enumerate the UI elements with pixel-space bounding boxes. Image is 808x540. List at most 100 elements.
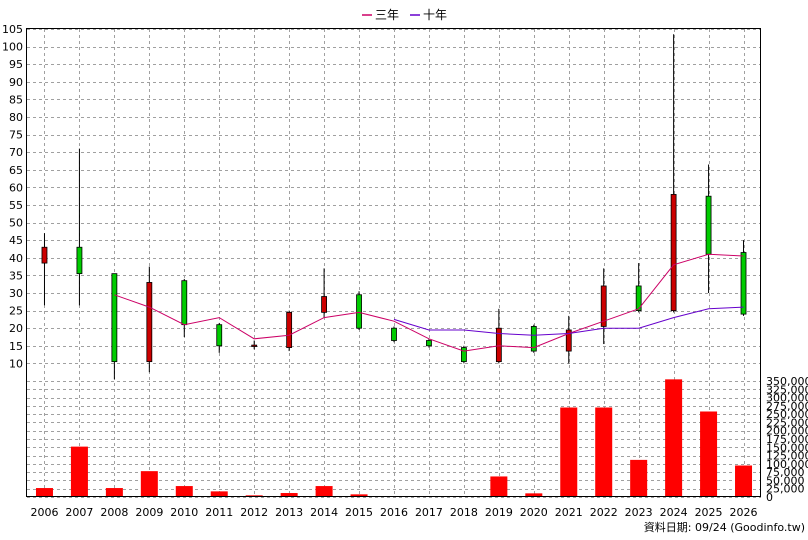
volume-bar	[350, 494, 368, 497]
price-tick-label: 30	[9, 287, 23, 300]
volume-tick-label: 250,000	[766, 408, 808, 421]
year-tick-label: 2015	[345, 506, 373, 519]
year-tick-label: 2010	[170, 506, 198, 519]
price-tick-label: 100	[2, 41, 23, 54]
year-tick-label: 2009	[135, 506, 163, 519]
candle-body	[530, 326, 537, 352]
volume-bar	[525, 493, 543, 497]
price-tick-label: 80	[9, 111, 23, 124]
volume-tick-label: 50,000	[766, 474, 805, 487]
volume-tick-label: 200,000	[766, 425, 808, 438]
legend-label-10yr: 十年	[423, 8, 447, 22]
candle-body	[600, 285, 607, 327]
price-tick-label: 75	[9, 129, 23, 142]
candle-body	[635, 285, 642, 311]
year-tick-label: 2026	[730, 506, 758, 519]
volume-axis: 025,00050,00075,000100,000125,000150,000…	[766, 375, 808, 504]
candle-body	[146, 282, 153, 363]
year-tick-label: 2011	[205, 506, 233, 519]
year-tick-label: 2022	[590, 506, 618, 519]
volume-bar	[35, 488, 53, 497]
candle-body	[356, 294, 362, 329]
price-tick-label: 95	[9, 58, 23, 71]
volume-bars	[35, 379, 753, 497]
candle-body	[705, 195, 712, 255]
candle-body	[41, 246, 48, 264]
year-tick-label: 2008	[100, 506, 128, 519]
plot-frame	[26, 28, 761, 497]
candle-body	[111, 273, 118, 363]
year-tick-label: 2019	[485, 506, 513, 519]
price-tick-label: 20	[9, 322, 23, 335]
moving-average-lines	[114, 253, 744, 352]
price-tick-label: 40	[9, 252, 23, 265]
volume-bar	[665, 379, 683, 497]
grid	[27, 29, 761, 498]
candle-body	[391, 327, 397, 341]
price-tick-label: 45	[9, 234, 23, 247]
legend-label-3yr: 三年	[375, 8, 399, 22]
price-tick-label: 25	[9, 305, 23, 318]
volume-bar	[140, 471, 158, 497]
data-date-footer: 資料日期: 09/24 (Goodinfo.tw)	[644, 520, 805, 534]
year-tick-label: 2006	[30, 506, 58, 519]
price-tick-label: 55	[9, 199, 23, 212]
candle-body	[216, 324, 223, 347]
candle-body	[181, 280, 188, 326]
price-tick-label: 35	[9, 269, 23, 282]
ma-line	[393, 306, 744, 336]
volume-bar	[630, 459, 648, 497]
volume-bar	[700, 411, 718, 497]
volume-bar	[280, 493, 298, 497]
volume-tick-label: 75,000	[766, 466, 805, 479]
price-tick-label: 15	[9, 340, 23, 353]
price-tick-label: 70	[9, 146, 23, 159]
volume-bar	[105, 488, 123, 497]
volume-bar	[490, 476, 508, 497]
volume-tick-label: 300,000	[766, 392, 808, 405]
candle-body	[251, 344, 258, 347]
price-tick-label: 85	[9, 93, 23, 106]
candle-body	[76, 246, 83, 275]
volume-tick-label: 0	[766, 491, 773, 504]
volume-tick-label: 275,000	[766, 400, 808, 413]
volume-tick-label: 225,000	[766, 416, 808, 429]
volume-tick-label: 25,000	[766, 483, 805, 496]
price-tick-label: 65	[9, 164, 23, 177]
year-tick-label: 2024	[660, 506, 688, 519]
ma-line	[114, 253, 744, 352]
candle-body	[565, 329, 572, 352]
volume-tick-label: 175,000	[766, 433, 808, 446]
volume-tick-label: 350,000	[766, 375, 808, 388]
volume-bar	[70, 446, 88, 497]
volume-bar	[595, 407, 613, 497]
volume-bar	[735, 465, 753, 497]
year-tick-label: 2016	[380, 506, 408, 519]
volume-tick-label: 125,000	[766, 450, 808, 463]
volume-bar	[175, 486, 193, 497]
candle-body	[286, 311, 293, 348]
volume-tick-label: 150,000	[766, 441, 808, 454]
year-tick-label: 2007	[65, 506, 93, 519]
candle-body	[495, 327, 502, 363]
year-tick-label: 2020	[520, 506, 548, 519]
year-tick-label: 2017	[415, 506, 443, 519]
year-tick-label: 2014	[310, 506, 338, 519]
year-tick-label: 2021	[555, 506, 583, 519]
price-tick-label: 90	[9, 76, 23, 89]
volume-bar	[560, 407, 578, 497]
candle-body	[670, 194, 677, 312]
volume-tick-label: 100,000	[766, 458, 808, 471]
volume-tick-label: 325,000	[766, 383, 808, 396]
year-tick-label: 2025	[695, 506, 723, 519]
candle-body	[461, 347, 467, 363]
price-tick-label: 50	[9, 217, 23, 230]
candlesticks	[41, 34, 747, 380]
price-tick-label: 105	[2, 23, 23, 36]
year-tick-label: 2012	[240, 506, 268, 519]
candle-body	[321, 296, 327, 313]
candle-body	[740, 252, 747, 315]
candle-body	[426, 340, 432, 347]
